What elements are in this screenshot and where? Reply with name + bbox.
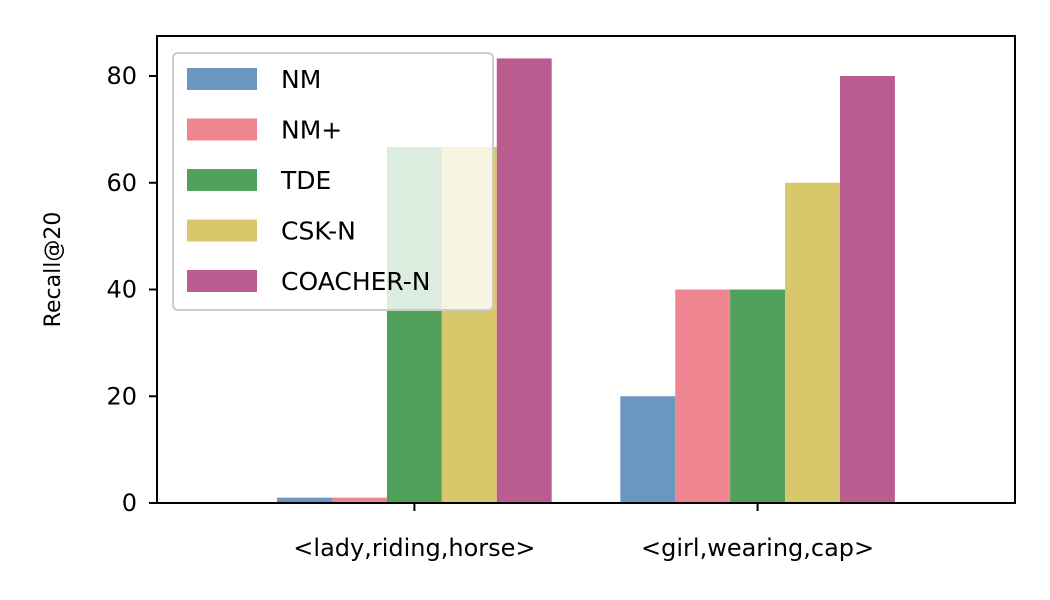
legend-label-tde: TDE	[280, 166, 331, 195]
legend-swatch-nm-	[187, 118, 257, 141]
bar-csk-n-2	[785, 182, 840, 503]
legend-swatch-coacher-n	[187, 270, 257, 292]
y-tick-label-40: 40	[106, 276, 137, 304]
legend: NM NM+ TDE CSK-N COACHER-N	[172, 52, 494, 311]
bar-coacher-n-1	[496, 58, 552, 504]
legend-label-csk-n: CSK-N	[281, 217, 356, 246]
bar-nm-2	[620, 396, 676, 503]
legend-label-nm-: NM+	[281, 116, 342, 145]
legend-swatch-nm	[187, 68, 257, 90]
bar-nm-1	[277, 497, 333, 503]
y-tick-label-0: 0	[122, 489, 137, 517]
legend-swatch-csk-n	[187, 219, 257, 242]
y-tick-label-80: 80	[106, 62, 137, 90]
y-tick-label-20: 20	[106, 382, 137, 410]
x-tick-label-1: <lady,riding,horse>	[293, 534, 535, 562]
x-tick-label-2: <girl,wearing,cap>	[641, 534, 874, 562]
y-tick-label-60: 60	[106, 169, 137, 197]
bar-nm--1	[332, 497, 387, 503]
axes: 0 20 40 60 80 <lady,riding,horse> <girl,wearin…	[41, 35, 1016, 562]
legend-swatch-tde	[187, 169, 257, 191]
bar-coacher-n-2	[839, 76, 895, 503]
bar-nm--2	[675, 289, 731, 503]
plot-frame	[156, 35, 1016, 504]
y-axis-title: Recall@20	[41, 212, 66, 328]
legend-label-coacher-n: COACHER-N	[281, 267, 431, 296]
bar-tde-2	[730, 289, 786, 503]
legend-label-nm: NM	[281, 65, 321, 94]
legend-frame	[172, 52, 494, 311]
